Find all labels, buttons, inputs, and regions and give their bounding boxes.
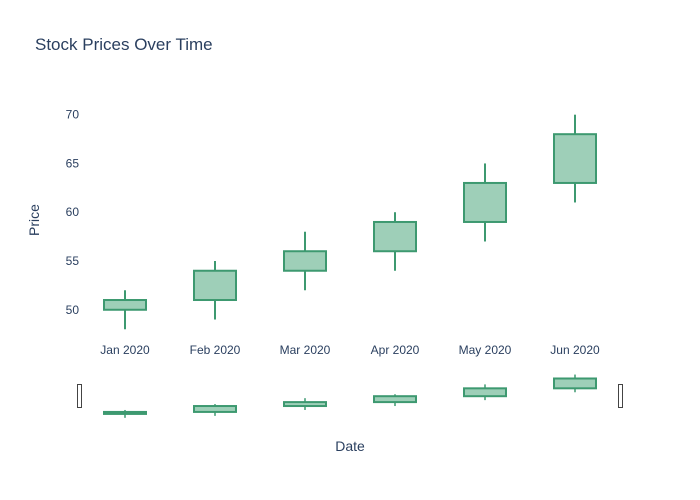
y-tick-label: 60 <box>66 205 80 219</box>
x-tick-label: Mar 2020 <box>280 343 331 357</box>
y-tick-label: 50 <box>66 303 80 317</box>
candle-body <box>553 133 597 184</box>
slider-right-handle[interactable] <box>618 384 623 408</box>
x-tick-label: Apr 2020 <box>371 343 420 357</box>
candle-body <box>283 250 327 272</box>
y-tick-label: 65 <box>66 156 80 170</box>
range-slider[interactable] <box>77 374 623 418</box>
candles <box>103 114 597 330</box>
x-tick-label: Jan 2020 <box>100 343 150 357</box>
y-tick-label: 70 <box>66 108 80 122</box>
y-axis-ticks: 50 55 60 65 70 <box>66 108 80 317</box>
candle-body <box>463 181 507 223</box>
slider-candle-body <box>103 410 147 415</box>
slider-candle-body <box>193 405 237 413</box>
slider-candle-body <box>373 395 417 404</box>
candle-body <box>193 269 237 302</box>
x-tick-label: Feb 2020 <box>190 343 241 357</box>
slider-candle-body <box>463 387 507 398</box>
candle-body <box>373 220 417 253</box>
chart-title: Stock Prices Over Time <box>35 35 213 54</box>
y-tick-label: 55 <box>66 254 80 268</box>
x-axis-ticks: Jan 2020 Feb 2020 Mar 2020 Apr 2020 May 2020… <box>100 343 600 357</box>
slider-candle-body <box>283 401 327 408</box>
x-tick-label: Jun 2020 <box>550 343 600 357</box>
slider-left-handle[interactable] <box>77 384 82 408</box>
x-axis-title: Date <box>335 438 365 454</box>
y-axis-title: Price <box>26 204 42 236</box>
x-tick-label: May 2020 <box>459 343 512 357</box>
candle-body <box>103 299 147 311</box>
slider-candle-body <box>553 377 597 390</box>
